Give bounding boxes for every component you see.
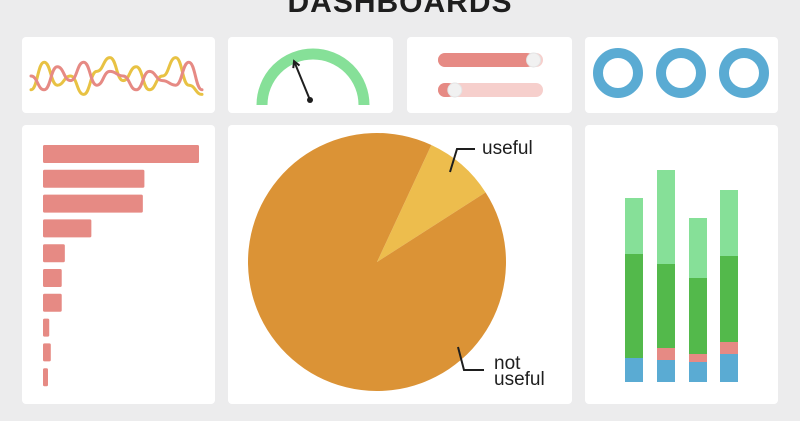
stack-bar-2-seg-3	[657, 264, 675, 348]
slider-track-2	[438, 83, 543, 97]
line-chart	[29, 56, 204, 96]
horizontal-bar-chart	[43, 145, 199, 387]
stack-bar-1-seg-1	[625, 358, 643, 382]
stack-bar-4-seg-3	[720, 256, 738, 342]
pie-label-not: not	[494, 353, 521, 374]
pie-chart-card: useful not useful	[228, 125, 572, 404]
stack-bar-1-seg-3	[625, 254, 643, 358]
line-chart-card	[22, 37, 215, 113]
slider-knob-2[interactable]	[447, 82, 463, 98]
gauge-arrowhead	[292, 59, 301, 69]
slider-knob-1[interactable]	[526, 52, 542, 68]
stack-bar-4-seg-4	[720, 190, 738, 256]
hbar-3	[43, 194, 143, 213]
pie-leader-not-useful	[457, 346, 484, 371]
gauge-needle	[293, 60, 311, 101]
hbar-2	[43, 169, 145, 188]
pie-label-useful: useful	[482, 138, 533, 159]
hbar-6	[43, 269, 62, 287]
pie-leader-useful	[449, 148, 475, 173]
slider-widget	[438, 52, 543, 98]
stack-bar-3-seg-2	[689, 354, 707, 362]
rings-card	[585, 37, 778, 113]
pie-chart: useful not useful	[248, 133, 545, 392]
gauge-pivot	[307, 97, 313, 103]
page-title: DASHBOARDS	[287, 0, 513, 19]
ring-2	[656, 48, 706, 98]
stack-bar-4-seg-2	[720, 342, 738, 354]
stack-bar-3-seg-4	[689, 218, 707, 278]
stack-bar-3-seg-3	[689, 278, 707, 354]
gauge-card	[228, 37, 393, 113]
stacked-bar-card	[585, 125, 778, 404]
stacked-bar-chart	[625, 170, 738, 382]
pie-slice-2	[248, 133, 507, 392]
ring-widget	[593, 48, 769, 98]
hbar-7	[43, 293, 62, 312]
pie-label-not-useful-line2: useful	[494, 369, 545, 390]
stack-bar-2-seg-1	[657, 360, 675, 382]
ring-3	[719, 48, 769, 98]
stack-bar-4-seg-1	[720, 354, 738, 382]
stack-bar-2-seg-4	[657, 170, 675, 264]
pie-slice-1	[377, 145, 486, 262]
slider-fill-1	[438, 53, 534, 67]
line-series-2	[29, 60, 204, 92]
hbar-5	[43, 244, 65, 263]
stack-bar-3-seg-1	[689, 362, 707, 382]
hbar-1	[43, 145, 199, 163]
slider-card	[407, 37, 572, 113]
line-series-1	[29, 56, 204, 96]
hbar-4	[43, 219, 92, 238]
hbar-10	[43, 368, 48, 387]
gauge-arc	[256, 48, 370, 106]
stack-bar-1-seg-4	[625, 198, 643, 254]
bar-chart-card	[22, 125, 215, 404]
hbar-9	[43, 343, 51, 362]
hbar-8	[43, 318, 50, 337]
stack-bar-2-seg-2	[657, 348, 675, 360]
gauge-widget	[256, 48, 370, 106]
ring-1	[593, 48, 643, 98]
